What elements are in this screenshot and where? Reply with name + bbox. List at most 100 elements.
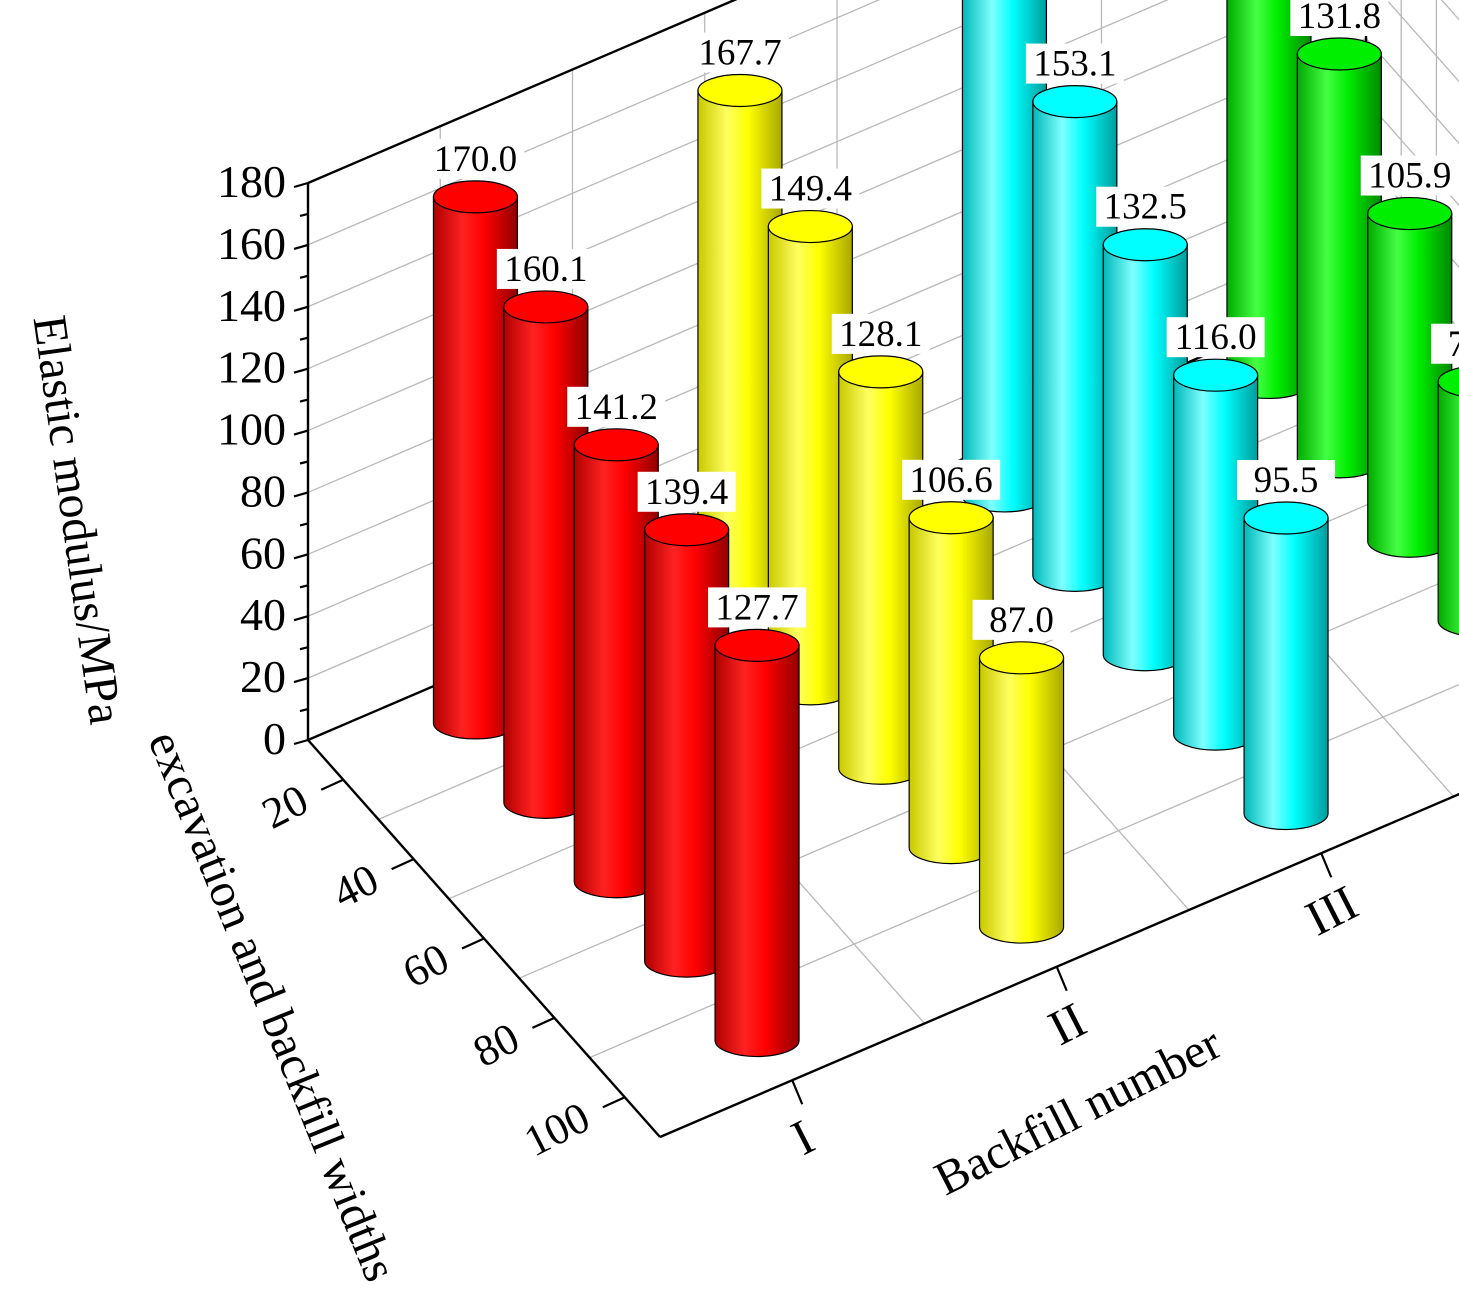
data-label-text: 160.1 (504, 249, 587, 290)
data-label-box (1025, 43, 1124, 84)
data-label-box (567, 386, 666, 427)
z-tick-label: 160 (217, 218, 286, 269)
data-label-box (1431, 323, 1459, 364)
data-label-text: 132.5 (1104, 187, 1187, 228)
x-tick-label: III (1297, 874, 1367, 947)
z-tick-mark (293, 181, 309, 189)
cylinder-top (908, 501, 994, 535)
cylinder-bar (503, 290, 589, 819)
data-label: 106.6 (902, 459, 1001, 501)
data-label: 116.0 (1166, 317, 1265, 358)
data-label-text: 131.8 (1298, 0, 1381, 37)
data-label: 149.4 (761, 168, 860, 210)
z-tick-label: 60 (240, 527, 286, 578)
y-tick-mark (461, 937, 485, 950)
x-axis-line (659, 792, 1459, 1139)
cylinder-bar (432, 180, 519, 740)
x-tick-mark (791, 1079, 804, 1105)
cylinder-top (1437, 367, 1459, 397)
y-tick-label: 100 (516, 1093, 597, 1167)
cylinder-top (503, 290, 589, 324)
x-tick-mark (1320, 852, 1333, 878)
data-label: 105.9 (1360, 155, 1459, 197)
data-label: 128.1 (831, 313, 930, 355)
grid-line-right-h (1385, 0, 1459, 83)
z-minor-tick (299, 336, 309, 341)
data-label-text: 170.0 (434, 139, 517, 180)
z-tick-label: 100 (217, 404, 286, 455)
data-label: 170.0 (426, 138, 525, 180)
data-label-box (426, 138, 525, 179)
cylinder-bar (1367, 196, 1453, 558)
data-label-box (1290, 0, 1389, 37)
data-label-box (1166, 317, 1265, 358)
z-tick-mark (293, 243, 309, 250)
cylinder-top (573, 428, 659, 462)
z-tick-mark (293, 367, 309, 374)
data-label: 141.2 (567, 386, 666, 428)
z-tick-label: 20 (240, 651, 286, 702)
cylinder-top (1102, 228, 1188, 262)
data-label-text: 141.2 (575, 387, 658, 428)
cylinder-bar (1437, 367, 1459, 636)
data-label: 139.4 (637, 471, 736, 513)
cylinder-top (1032, 84, 1118, 119)
cylinder-top (1367, 196, 1453, 231)
cylinder-top (978, 641, 1065, 675)
frame-edge (307, 0, 738, 185)
grid-line-right-h (1365, 38, 1459, 145)
z-tick-mark (293, 305, 309, 312)
y-tick-mark (391, 858, 415, 871)
data-labels: 160.5131.8105.977.247.2171.3153.1132.511… (426, 0, 1459, 641)
y-tick-label: 20 (254, 775, 315, 839)
data-label-text: 87.0 (989, 600, 1054, 641)
data-label-text: 77.2 (1448, 324, 1459, 365)
data-label-box (972, 599, 1071, 640)
z-minor-tick (299, 646, 309, 651)
cylinder-bar (1243, 501, 1329, 831)
data-label: 167.7 (690, 32, 789, 74)
data-label-box (1360, 155, 1459, 196)
cylinder-bar (573, 428, 659, 899)
z-tick-mark (293, 491, 309, 498)
cylinder-bar (1173, 358, 1259, 751)
cylinder-top (1296, 37, 1382, 71)
data-label-text: 95.5 (1254, 460, 1319, 501)
cylinder-top (767, 209, 853, 244)
y-tick-label: 40 (325, 854, 386, 918)
data-label-text: 127.7 (715, 587, 798, 628)
z-tick-mark (293, 553, 309, 560)
cylinder-top (697, 73, 783, 108)
data-label-text: 106.6 (910, 460, 993, 501)
z-minor-tick (299, 707, 309, 713)
cylinder-top (1243, 501, 1329, 535)
data-label: 132.5 (1096, 186, 1195, 228)
data-label-box (496, 248, 595, 289)
data-label-text: 167.7 (698, 33, 781, 74)
y-tick-mark (602, 1096, 626, 1109)
cylinder-top (432, 180, 519, 214)
data-label-box (1237, 460, 1336, 501)
z-tick-label: 180 (217, 156, 286, 207)
data-label-box (637, 471, 736, 512)
cylinder-bar (714, 628, 800, 1058)
z-tick-mark (293, 738, 309, 746)
data-label-box (761, 168, 860, 209)
data-label: 131.8 (1290, 0, 1389, 37)
data-label: 160.1 (496, 248, 595, 290)
data-label: 153.1 (1025, 43, 1124, 85)
z-tick-label: 120 (217, 342, 286, 393)
data-label: 127.7 (708, 587, 807, 628)
data-label-text: 116.0 (1175, 317, 1257, 358)
y-tick-mark (531, 1016, 555, 1029)
cylinder-top (838, 355, 924, 389)
z-tick-mark (293, 615, 309, 622)
data-label-box (690, 32, 789, 73)
data-label-text: 128.1 (839, 314, 922, 355)
cylinder-body (1437, 381, 1459, 636)
data-label-text: 105.9 (1368, 156, 1451, 197)
cylinder-top (1173, 358, 1259, 392)
data-label-box (902, 459, 1001, 500)
cylinder-bar (838, 355, 924, 785)
cylinder-bar (978, 641, 1065, 944)
